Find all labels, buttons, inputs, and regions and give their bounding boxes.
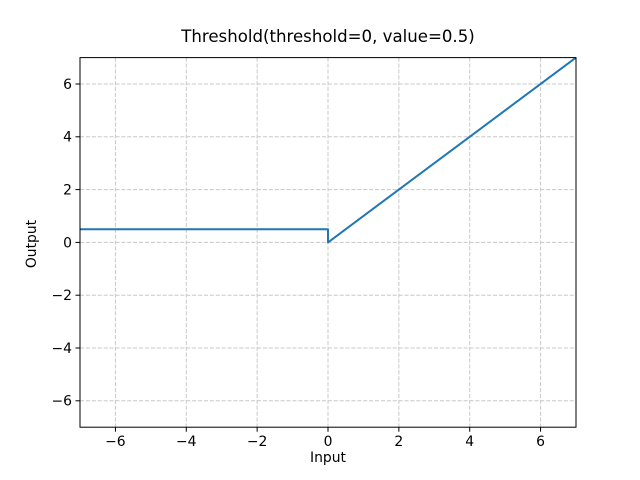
x-tick-label: 4 [465, 434, 474, 450]
threshold-line [80, 56, 577, 244]
x-tick-label: −6 [105, 434, 125, 450]
y-tick-label: −2 [52, 288, 72, 304]
y-axis-label: Output [24, 219, 40, 269]
x-tick-label: 2 [394, 434, 403, 450]
chart-title: Threshold(threshold=0, value=0.5) [181, 27, 475, 46]
y-tick-label: 4 [63, 130, 72, 146]
x-axis-label: Input [310, 450, 346, 466]
y-tick-label: −4 [52, 341, 73, 357]
y-tick-label: 0 [63, 235, 72, 251]
y-tick-label: 2 [63, 183, 72, 199]
x-tick-label: 0 [324, 434, 333, 450]
x-tick-label: −2 [247, 434, 267, 450]
x-tick-label: −4 [176, 434, 197, 450]
x-tick-label: 6 [536, 434, 545, 450]
y-tick-label: −6 [52, 394, 72, 410]
y-tick-label: 6 [63, 77, 72, 93]
